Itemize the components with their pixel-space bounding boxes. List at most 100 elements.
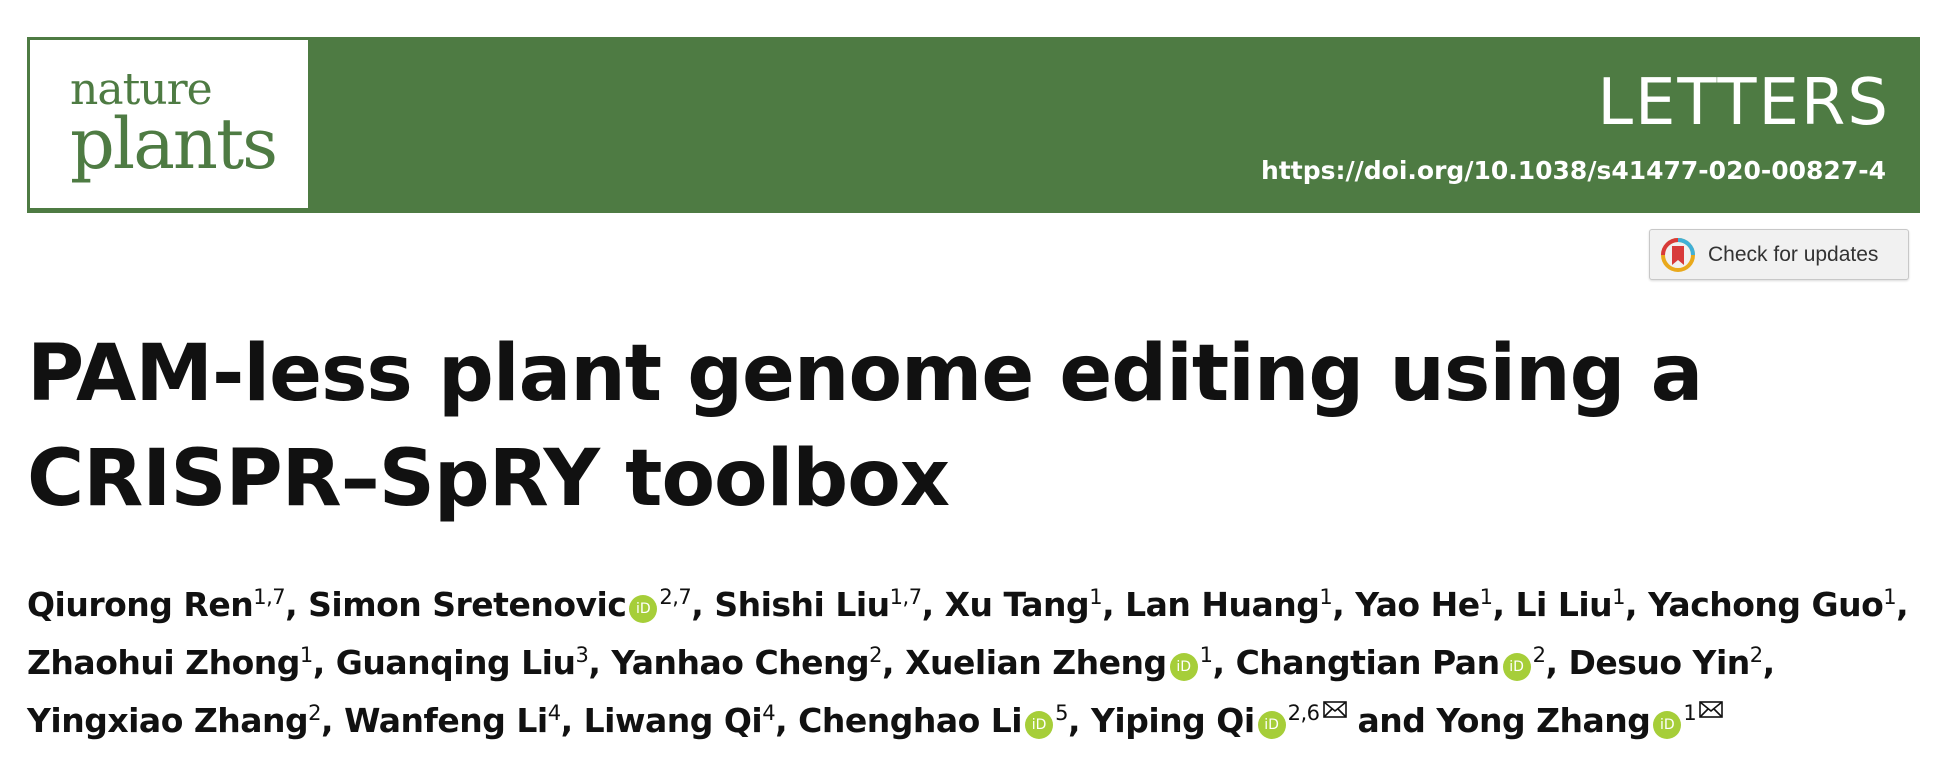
author-entry: Yong Zhang iD 1 (1436, 701, 1724, 740)
author-separator: , (1102, 585, 1126, 624)
author-affiliation: 1,7 (253, 585, 286, 609)
author-separator: , (1762, 643, 1776, 682)
author-affiliation: 2 (1532, 643, 1546, 667)
author-separator: , (921, 585, 945, 624)
author-entry: Changtian Pan iD 2 (1236, 643, 1546, 682)
author-separator: , (1492, 585, 1516, 624)
journal-banner: nature plants LETTERS https://doi.org/10… (27, 37, 1920, 213)
envelope-icon[interactable] (1322, 701, 1347, 718)
author-entry: Yingxiao Zhang2 (27, 701, 322, 740)
author-entry: Desuo Yin2 (1568, 643, 1763, 682)
title-line-1: PAM-less plant genome editing using a (27, 329, 1703, 419)
author-affiliation: 2 (869, 643, 883, 667)
author-separator: , (1896, 585, 1909, 624)
orcid-icon[interactable]: iD (1653, 711, 1682, 739)
author-affiliation: 1 (299, 643, 313, 667)
author-affiliation: 2 (1749, 643, 1763, 667)
author-name[interactable]: Yingxiao Zhang (27, 701, 309, 740)
author-affiliation: 1 (1883, 585, 1897, 609)
author-separator: , (1332, 585, 1356, 624)
author-name[interactable]: Guanqing Liu (335, 643, 576, 682)
author-affiliation: 1 (1683, 701, 1697, 725)
author-affiliation: 5 (1055, 701, 1068, 725)
author-affiliation: 2,6 (1287, 701, 1320, 725)
author-name[interactable]: Yiping Qi (1091, 701, 1255, 740)
author-entry: Wanfeng Li4 (344, 701, 561, 740)
author-entry: Yanhao Cheng2 (611, 643, 882, 682)
author-separator: , (560, 701, 584, 740)
author-separator: , (312, 643, 336, 682)
author-entry: Qiurong Ren1,7 (27, 585, 286, 624)
author-separator: , (1545, 643, 1569, 682)
author-name[interactable]: Desuo Yin (1568, 643, 1750, 682)
author-separator: , (285, 585, 309, 624)
author-name[interactable]: Yong Zhang (1436, 701, 1651, 740)
author-entry: Lan Huang1 (1125, 585, 1333, 624)
author-name[interactable]: Li Liu (1515, 585, 1613, 624)
author-affiliation: 1 (1319, 585, 1333, 609)
author-entry: Chenghao Li iD 5 (798, 701, 1068, 740)
author-name[interactable]: Yachong Guo (1648, 585, 1884, 624)
title-line-2: CRISPR–SpRY toolbox (27, 434, 950, 524)
author-affiliation: 1,7 (889, 585, 922, 609)
author-separator: , (691, 585, 715, 624)
author-separator: and (1346, 701, 1437, 740)
author-affiliation: 2,7 (659, 585, 692, 609)
author-affiliation: 1 (1479, 585, 1493, 609)
author-separator: , (1625, 585, 1649, 624)
orcid-icon[interactable]: iD (1257, 711, 1286, 739)
author-entry: Xu Tang1 (944, 585, 1103, 624)
author-entry: Liwang Qi4 (583, 701, 776, 740)
author-name[interactable]: Shishi Liu (714, 585, 890, 624)
journal-logo[interactable]: nature plants (30, 40, 308, 208)
check-for-updates-label: Check for updates (1708, 242, 1879, 266)
author-name[interactable]: Xuelian Zheng (905, 643, 1167, 682)
author-name[interactable]: Yao He (1355, 585, 1480, 624)
section-label: LETTERS (1597, 66, 1890, 140)
author-name[interactable]: Xu Tang (944, 585, 1090, 624)
author-name[interactable]: Liwang Qi (583, 701, 763, 740)
author-entry: Xuelian Zheng iD 1 (905, 643, 1213, 682)
author-entry: Simon Sretenovic iD 2,7 (308, 585, 692, 624)
author-name[interactable]: Chenghao Li (798, 701, 1023, 740)
author-entry: Yachong Guo1 (1648, 585, 1897, 624)
logo-nature-text: nature (70, 64, 213, 115)
author-affiliation: 4 (762, 701, 776, 725)
author-entry: Li Liu1 (1515, 585, 1625, 624)
orcid-icon[interactable]: iD (1169, 653, 1198, 681)
author-name[interactable]: Wanfeng Li (344, 701, 548, 740)
author-entry: Yiping Qi iD 2,6 (1091, 701, 1347, 740)
author-separator: , (882, 643, 906, 682)
logo-plants-text: plants (70, 103, 278, 185)
author-affiliation: 1 (1612, 585, 1626, 609)
author-name[interactable]: Lan Huang (1125, 585, 1320, 624)
author-separator: , (1067, 701, 1092, 740)
author-separator: , (775, 701, 799, 740)
author-name[interactable]: Zhaohui Zhong (27, 643, 300, 682)
author-entry: Guanqing Liu3 (336, 643, 589, 682)
author-name[interactable]: Yanhao Cheng (611, 643, 870, 682)
envelope-icon[interactable] (1699, 701, 1724, 718)
author-name[interactable]: Qiurong Ren (27, 585, 254, 624)
doi-link[interactable]: https://doi.org/10.1038/s41477-020-00827… (1261, 156, 1886, 185)
author-entry: Yao He1 (1355, 585, 1493, 624)
author-name[interactable]: Changtian Pan (1235, 643, 1501, 682)
author-entry: Zhaohui Zhong1 (27, 643, 313, 682)
article-title: PAM-less plant genome editing using a CRI… (27, 322, 1907, 532)
author-affiliation: 1 (1089, 585, 1103, 609)
check-for-updates-button[interactable]: Check for updates (1649, 229, 1909, 280)
author-separator: , (1212, 643, 1236, 682)
author-separator: , (588, 643, 612, 682)
orcid-icon[interactable]: iD (1025, 711, 1054, 739)
author-list: Qiurong Ren1,7, Simon Sretenovic iD 2,7, S… (27, 576, 1927, 750)
orcid-icon[interactable]: iD (629, 595, 658, 623)
author-entry: Shishi Liu1,7 (714, 585, 922, 624)
author-affiliation: 1 (1199, 643, 1213, 667)
author-affiliation: 2 (308, 701, 322, 725)
crossmark-icon (1661, 237, 1695, 272)
orcid-icon[interactable]: iD (1502, 653, 1531, 681)
author-affiliation: 4 (547, 701, 561, 725)
author-name[interactable]: Simon Sretenovic (308, 585, 627, 624)
author-separator: , (321, 701, 345, 740)
author-affiliation: 3 (575, 643, 589, 667)
